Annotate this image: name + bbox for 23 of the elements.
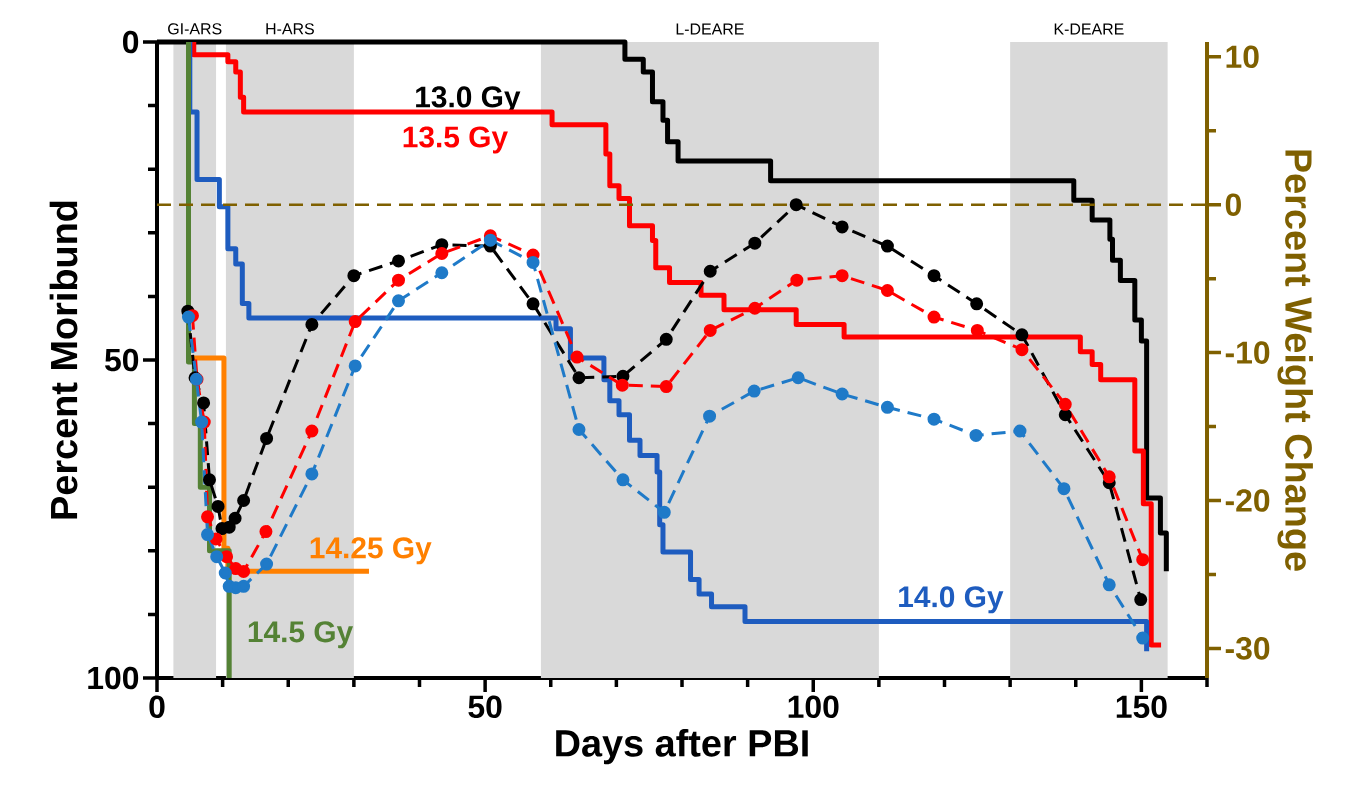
series-label: 14.5 Gy — [248, 621, 354, 649]
series-label: 13.5 Gy — [403, 126, 508, 154]
band-label: GI-ARS — [168, 23, 222, 35]
x-tick-label: 0 — [149, 695, 165, 719]
band-label: H-ARS — [266, 23, 314, 35]
x-axis-title: Days after PBI — [556, 728, 808, 765]
band-label: K-DEARE — [1054, 23, 1124, 35]
y-tick-label: 0 — [123, 30, 139, 54]
y2-tick-label: 0 — [1225, 193, 1241, 216]
y2-axis-title: Percent Weight Change — [1277, 150, 1313, 571]
y2-tick-label: -10 — [1225, 341, 1270, 364]
x-tick-label: 150 — [1116, 695, 1167, 719]
y-axis-title: Percent Moribund — [49, 201, 78, 519]
y2-tick-label: 10 — [1226, 45, 1259, 69]
x-tick-label: 50 — [468, 695, 502, 719]
y-tick-label: 100 — [88, 666, 139, 690]
series-label: 14.0 Gy — [899, 586, 1004, 614]
band-label: L-DEARE — [676, 23, 744, 35]
y-tick-label: 50 — [105, 348, 139, 372]
y2-tick-label: -20 — [1225, 489, 1270, 512]
y2-tick-label: -30 — [1225, 637, 1270, 660]
series-label: 14.25 Gy — [310, 537, 432, 565]
x-tick-label: 100 — [788, 695, 839, 719]
